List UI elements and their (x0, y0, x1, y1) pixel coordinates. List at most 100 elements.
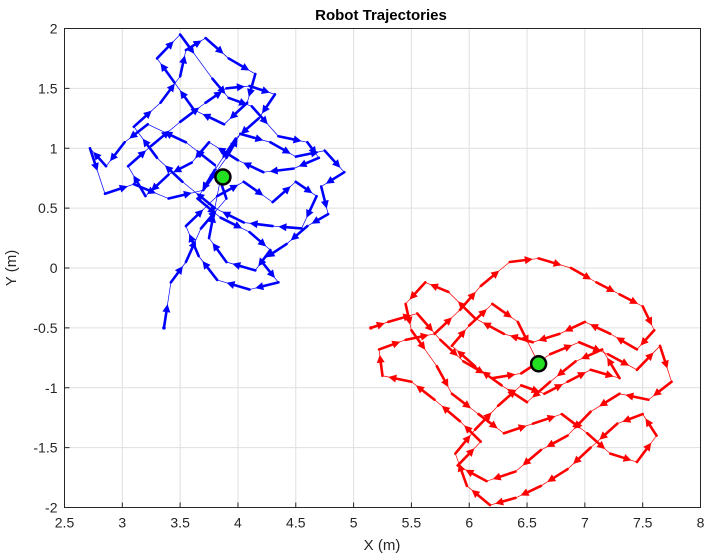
heading-arrow (640, 328, 656, 346)
heading-arrow (566, 372, 587, 384)
heading-arrow (211, 77, 226, 95)
heading-arrow (266, 242, 288, 258)
heading-arrow (508, 256, 533, 265)
y-tick-label: 1 (50, 140, 58, 156)
x-tick-label: 7.5 (633, 515, 653, 531)
heading-arrow (516, 320, 529, 344)
heading-arrow (546, 434, 569, 448)
heading-arrow (164, 165, 184, 184)
heading-arrow (537, 257, 562, 267)
trajectory-series-1 (88, 33, 346, 330)
heading-arrow (167, 190, 192, 200)
heading-arrow (479, 270, 500, 288)
heading-arrow (222, 211, 246, 224)
heading-arrow (178, 55, 187, 78)
heading-arrow (142, 138, 159, 160)
heading-arrow (306, 194, 318, 218)
heading-arrow (531, 414, 556, 425)
x-tick-label: 3.5 (170, 515, 190, 531)
heading-arrow (409, 281, 427, 300)
heading-arrow (502, 424, 527, 435)
heading-arrow (250, 105, 268, 125)
heading-arrow (569, 266, 592, 280)
heading-arrow (249, 220, 274, 229)
heading-arrow (609, 452, 632, 462)
heading-arrow (290, 224, 309, 241)
heading-arrow (222, 137, 237, 159)
heading-arrow (376, 354, 385, 378)
heading-arrow (129, 123, 150, 139)
heading-arrow (520, 484, 543, 496)
heading-arrow (184, 209, 204, 228)
heading-arrow (543, 384, 563, 396)
start-point (162, 326, 166, 330)
x-tick-label: 4.5 (286, 515, 306, 531)
heading-arrow (160, 63, 176, 84)
heading-arrow (495, 496, 517, 506)
heading-arrow (204, 36, 224, 54)
heading-arrow (155, 41, 174, 60)
heading-arrow (226, 281, 251, 291)
heading-arrow (219, 216, 243, 229)
heading-arrow (450, 392, 471, 409)
heading-arrow (151, 173, 170, 191)
heading-arrow (93, 151, 108, 168)
heading-arrow (325, 170, 346, 184)
heading-arrow (269, 166, 295, 175)
heading-arrow (238, 132, 264, 143)
heading-arrow (491, 302, 512, 318)
heading-arrow (240, 117, 261, 135)
heading-arrow (580, 348, 604, 360)
axis-ticks: 2.5 3 3.5 4 4.5 5 5.5 6 6.5 7 7.5 8 -2 -1.5 -1 -0.5 0 0.5… (33, 21, 704, 531)
heading-arrow (173, 161, 193, 173)
heading-arrow (658, 344, 669, 369)
heading-arrow (149, 130, 170, 148)
heading-arrow (227, 57, 250, 71)
heading-arrow (441, 405, 462, 423)
heading-arrow (207, 214, 217, 240)
heading-arrow (247, 72, 257, 97)
x-tick-label: 3 (118, 515, 126, 531)
heading-arrow (262, 93, 277, 114)
heading-arrow (202, 168, 217, 191)
heading-arrow (616, 337, 639, 351)
heading-arrow (255, 281, 280, 291)
heading-arrow (618, 293, 639, 304)
heading-arrow (278, 223, 303, 232)
series-layer (88, 33, 673, 507)
x-tick-label: 6 (465, 515, 473, 531)
heading-arrow (323, 149, 341, 168)
heading-arrow (212, 242, 228, 264)
heading-arrow (556, 360, 577, 377)
heading-arrow (404, 332, 429, 342)
heading-arrow (306, 140, 317, 155)
heading-arrow (462, 360, 485, 374)
heading-arrow (202, 113, 226, 126)
heading-arrow (509, 333, 535, 344)
heading-arrow (311, 212, 330, 224)
heading-arrow (454, 435, 471, 455)
heading-arrow (196, 197, 216, 214)
chart-title: Robot Trajectories (315, 7, 447, 24)
heading-arrow (625, 392, 650, 402)
heading-arrow (404, 302, 413, 326)
heading-arrow (560, 412, 581, 429)
heading-arrow (215, 184, 239, 198)
heading-arrow (248, 84, 270, 94)
x-tick-label: 2.5 (55, 515, 75, 531)
heading-arrow (243, 162, 265, 174)
y-axis-label: Y (m) (3, 250, 20, 286)
heading-arrow (607, 357, 621, 380)
heading-arrow (456, 350, 477, 368)
heading-arrow (178, 33, 195, 54)
heading-arrow (599, 422, 619, 440)
y-tick-label: -0.5 (33, 320, 57, 336)
heading-arrow (635, 442, 652, 464)
x-tick-label: 4 (234, 515, 242, 531)
x-tick-label: 7 (581, 515, 589, 531)
heading-arrow (482, 322, 506, 336)
axes-box (64, 28, 701, 508)
heading-arrow (585, 431, 606, 450)
heading-arrow (606, 352, 630, 366)
trajectory-series-2 (369, 256, 673, 507)
